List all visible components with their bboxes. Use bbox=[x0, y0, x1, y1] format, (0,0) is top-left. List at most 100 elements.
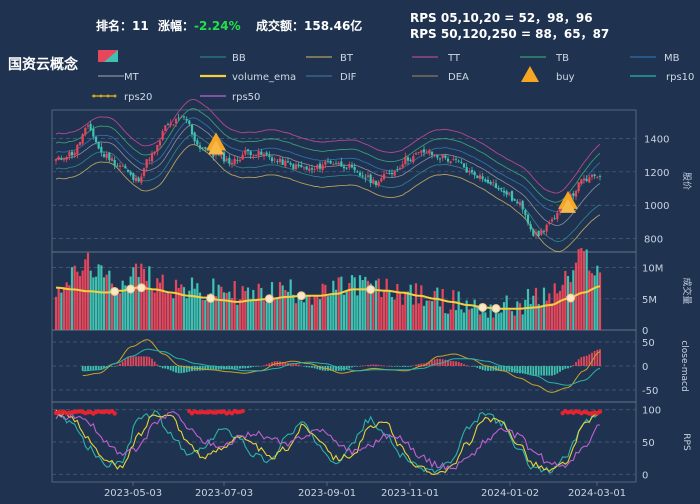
candle-body bbox=[452, 158, 455, 160]
candle-body bbox=[108, 152, 111, 161]
volume-bar bbox=[81, 270, 84, 330]
candle-body bbox=[70, 151, 74, 156]
volume-bar bbox=[324, 284, 327, 330]
volume-bar bbox=[284, 289, 287, 330]
candle-body bbox=[246, 149, 250, 152]
macd-histogram-bar bbox=[388, 365, 391, 367]
macd-histogram-bar bbox=[396, 366, 399, 367]
candle-body bbox=[372, 179, 375, 184]
candle-body bbox=[369, 174, 372, 183]
volume-bar bbox=[292, 294, 295, 330]
candle-body bbox=[510, 191, 514, 201]
macd-histogram-bar bbox=[572, 365, 575, 366]
legend-label: rps50 bbox=[232, 92, 260, 103]
volume-bar bbox=[577, 249, 580, 330]
candle-body bbox=[572, 193, 575, 196]
volume-bar bbox=[598, 272, 602, 330]
volume-bar bbox=[225, 292, 228, 330]
candle-body bbox=[73, 152, 76, 156]
macd-histogram-bar bbox=[484, 366, 487, 371]
volume-bar bbox=[212, 278, 215, 330]
candle-body bbox=[398, 167, 402, 170]
volume-bar bbox=[188, 290, 191, 330]
rps-ytick-label: 100 bbox=[642, 406, 661, 417]
volume-bar bbox=[326, 296, 330, 330]
macd-histogram-bar bbox=[84, 366, 87, 371]
candle-body bbox=[446, 158, 450, 162]
volume-bar bbox=[308, 295, 311, 330]
volume-bar bbox=[62, 286, 66, 330]
volume-bar bbox=[452, 290, 455, 330]
buy-signal-marker bbox=[208, 140, 224, 155]
macd-histogram-bar bbox=[567, 366, 569, 369]
candle-body bbox=[268, 155, 271, 158]
volume-bar bbox=[500, 312, 503, 330]
candle-body bbox=[436, 155, 439, 158]
candle-body bbox=[529, 224, 532, 230]
macd-histogram-bar bbox=[319, 366, 321, 370]
candle-body bbox=[196, 140, 199, 145]
candle-body bbox=[166, 124, 170, 125]
candle-body bbox=[574, 191, 578, 197]
candle-body bbox=[468, 171, 471, 172]
candle-body bbox=[393, 170, 396, 176]
legend-label: TB bbox=[555, 53, 569, 64]
candle-body bbox=[305, 166, 308, 170]
macd-ytick-label: 50 bbox=[642, 338, 655, 349]
macd-histogram-bar bbox=[436, 358, 439, 366]
candle-body bbox=[473, 172, 476, 176]
candle-body bbox=[57, 156, 60, 161]
macd-histogram-bar bbox=[311, 366, 313, 368]
candle-body bbox=[289, 162, 292, 165]
candle-body bbox=[425, 152, 428, 154]
candle-body bbox=[126, 170, 130, 172]
macd-histogram-bar bbox=[540, 366, 543, 376]
volume-bar bbox=[156, 278, 159, 330]
price-ytick-label: 1400 bbox=[644, 134, 669, 145]
volume-bar bbox=[244, 291, 247, 330]
candle-body bbox=[553, 218, 556, 219]
volume-bar bbox=[276, 298, 279, 330]
candle-body bbox=[478, 175, 482, 179]
candle-body bbox=[190, 124, 194, 135]
volume-bar bbox=[489, 304, 492, 330]
dotted-line-dot bbox=[99, 94, 103, 98]
volume-bar bbox=[526, 288, 530, 330]
macd-histogram-bar bbox=[244, 366, 247, 369]
volume-bar bbox=[556, 293, 559, 330]
volume-bar bbox=[190, 277, 194, 330]
candle-body bbox=[204, 147, 207, 149]
rps-ylabel: RPS bbox=[681, 433, 691, 451]
volume-bar bbox=[177, 287, 180, 330]
macd-histogram-bar bbox=[129, 356, 132, 366]
macd-histogram-bar bbox=[345, 366, 348, 370]
candle-body bbox=[236, 159, 239, 161]
candle-body bbox=[257, 151, 260, 156]
candle-body bbox=[454, 158, 458, 160]
volume-signal-dot bbox=[264, 294, 274, 304]
macd-histogram-bar bbox=[439, 358, 441, 366]
macd-histogram-bar bbox=[172, 366, 175, 372]
volume-bar bbox=[286, 291, 290, 330]
macd-histogram-bar bbox=[468, 365, 471, 367]
volume-bar bbox=[473, 299, 476, 330]
macd-histogram-bar bbox=[239, 366, 241, 369]
candle-body bbox=[84, 127, 87, 135]
candle-body bbox=[540, 230, 543, 235]
candle-body bbox=[220, 153, 223, 156]
volume-bar bbox=[110, 283, 114, 330]
volume-bar bbox=[252, 289, 255, 330]
volume-bar bbox=[361, 280, 364, 330]
macd-histogram-bar bbox=[407, 366, 409, 367]
macd-histogram-bar bbox=[452, 361, 455, 366]
candle-body bbox=[225, 158, 228, 161]
candle-body bbox=[366, 175, 370, 178]
volume-bar bbox=[116, 289, 119, 330]
candle-body bbox=[428, 150, 431, 154]
macd-histogram-bar bbox=[303, 366, 305, 367]
volume-bar bbox=[92, 277, 95, 330]
candle-body bbox=[404, 156, 407, 165]
candle-body bbox=[110, 158, 114, 162]
macd-histogram-bar bbox=[265, 364, 268, 366]
